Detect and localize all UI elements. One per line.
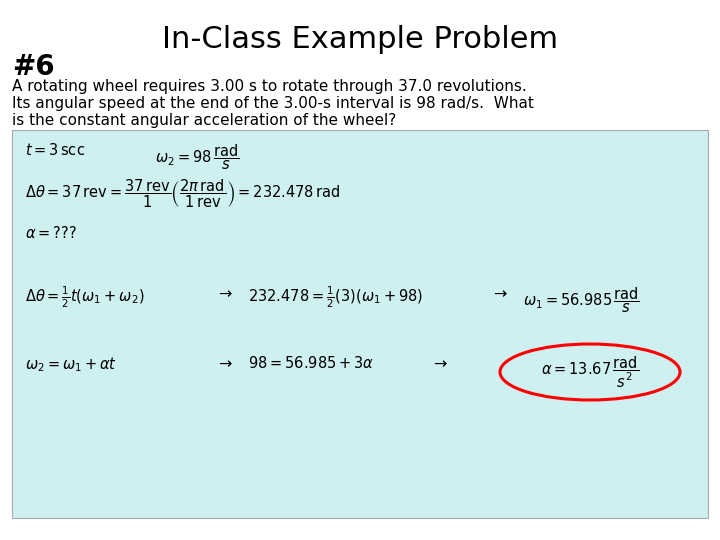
Text: $\omega_1 = 56.985\,\dfrac{\mathrm{rad}}{s}$: $\omega_1 = 56.985\,\dfrac{\mathrm{rad}}… [523,285,640,315]
Text: A rotating wheel requires 3.00 s to rotate through 37.0 revolutions.: A rotating wheel requires 3.00 s to rota… [12,79,527,94]
Text: $\rightarrow$: $\rightarrow$ [490,285,508,300]
Text: #6: #6 [12,53,55,81]
Text: $\omega_2 = 98\,\dfrac{\mathrm{rad}}{s}$: $\omega_2 = 98\,\dfrac{\mathrm{rad}}{s}$ [155,142,240,172]
Text: $\rightarrow$: $\rightarrow$ [215,355,233,370]
Text: Its angular speed at the end of the 3.00-s interval is 98 rad/s.  What: Its angular speed at the end of the 3.00… [12,96,534,111]
Text: $\alpha = ???$: $\alpha = ???$ [25,225,77,241]
Text: $\alpha = 13.67\,\dfrac{\mathrm{rad}}{s^2}$: $\alpha = 13.67\,\dfrac{\mathrm{rad}}{s^… [541,354,639,390]
Text: $\omega_2 = \omega_1 + \alpha t$: $\omega_2 = \omega_1 + \alpha t$ [25,355,117,374]
Text: $\Delta\theta = 37\,\mathrm{rev} = \dfrac{37\,\mathrm{rev}}{1}\left(\dfrac{2\pi\: $\Delta\theta = 37\,\mathrm{rev} = \dfra… [25,177,341,210]
Text: is the constant angular acceleration of the wheel?: is the constant angular acceleration of … [12,113,396,128]
Text: $232.478 = \frac{1}{2}(3)(\omega_1 + 98)$: $232.478 = \frac{1}{2}(3)(\omega_1 + 98)… [248,285,423,310]
Text: $\rightarrow$: $\rightarrow$ [215,285,233,300]
Text: $98 = 56.985 + 3\alpha$: $98 = 56.985 + 3\alpha$ [248,355,374,371]
Text: $\Delta\theta = \frac{1}{2}t(\omega_1 + \omega_2)$: $\Delta\theta = \frac{1}{2}t(\omega_1 + … [25,285,145,310]
Text: $\rightarrow$: $\rightarrow$ [430,355,448,370]
Text: $t = 3\,\mathrm{scc}$: $t = 3\,\mathrm{scc}$ [25,142,85,158]
Text: In-Class Example Problem: In-Class Example Problem [162,25,558,54]
FancyBboxPatch shape [12,130,708,518]
